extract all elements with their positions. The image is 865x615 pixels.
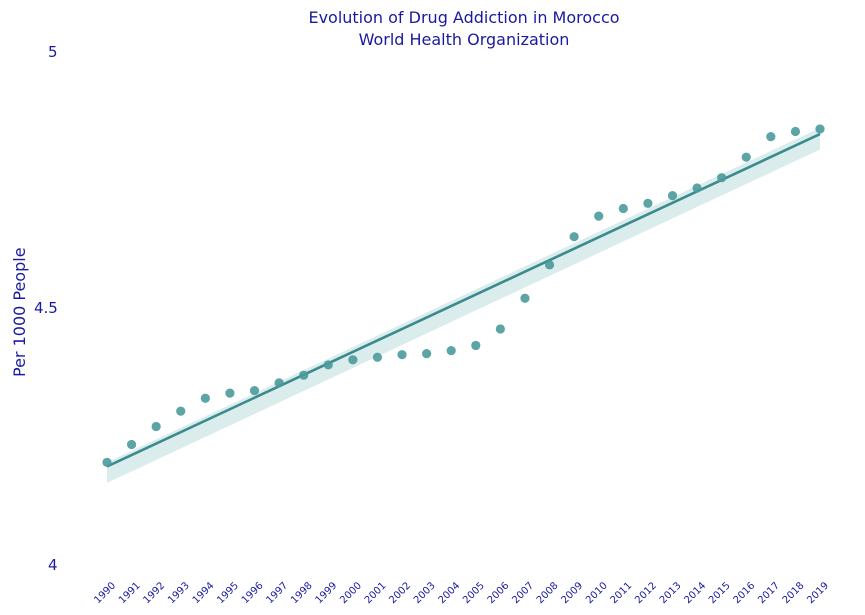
x-tick-label-2004: 2004 xyxy=(437,580,463,606)
x-tick-label-1997: 1997 xyxy=(264,580,290,606)
data-point-2004 xyxy=(446,345,456,356)
x-tick-label-2008: 2008 xyxy=(535,580,561,606)
data-point-1999 xyxy=(323,360,333,370)
chart-title: Evolution of Drug Addiction in Morocco xyxy=(308,8,620,27)
x-tick-label-2016: 2016 xyxy=(732,580,758,606)
data-point-2014 xyxy=(692,183,702,193)
x-tick-label-2003: 2003 xyxy=(412,580,438,606)
x-tick-label-2005: 2005 xyxy=(461,580,487,606)
y-tick-label-4: 4 xyxy=(48,556,58,574)
data-point-2011 xyxy=(618,203,628,214)
x-tick-label-2014: 2014 xyxy=(682,580,708,606)
x-tick-label-1994: 1994 xyxy=(191,580,217,606)
x-tick-label-2006: 2006 xyxy=(486,580,512,606)
x-tick-label-2001: 2001 xyxy=(363,580,389,606)
confidence-band xyxy=(107,127,820,483)
x-tick-label-1992: 1992 xyxy=(142,580,168,606)
data-point-2009 xyxy=(569,232,579,242)
data-point-2019 xyxy=(815,124,825,134)
x-tick-label-1998: 1998 xyxy=(289,580,315,606)
y-tick-label-4.5: 4.5 xyxy=(34,299,58,317)
x-tick-label-2018: 2018 xyxy=(781,580,807,606)
x-tick-label-2017: 2017 xyxy=(756,580,782,606)
data-point-1995 xyxy=(225,388,235,398)
chart-subtitle: World Health Organization xyxy=(358,30,570,49)
data-point-2018 xyxy=(790,126,801,137)
data-point-2007 xyxy=(520,293,530,303)
data-point-2010 xyxy=(594,211,604,221)
x-tick-label-2002: 2002 xyxy=(387,580,413,606)
x-tick-label-2013: 2013 xyxy=(658,580,684,606)
x-tick-label-2011: 2011 xyxy=(609,580,635,606)
x-tick-label-2015: 2015 xyxy=(707,580,733,606)
x-tick-label-2000: 2000 xyxy=(338,580,364,606)
data-point-1992 xyxy=(151,421,161,432)
x-tick-label-1996: 1996 xyxy=(240,580,266,606)
data-point-2012 xyxy=(643,198,653,208)
data-point-1998 xyxy=(299,370,309,380)
data-point-1994 xyxy=(200,393,210,403)
x-tick-label-2019: 2019 xyxy=(805,580,831,606)
data-point-1993 xyxy=(176,406,186,416)
y-tick-label-5: 5 xyxy=(48,43,58,61)
data-point-2006 xyxy=(495,324,505,334)
data-point-1991 xyxy=(126,439,137,450)
data-point-2013 xyxy=(667,191,678,201)
data-point-2005 xyxy=(471,340,481,351)
data-point-1997 xyxy=(274,378,284,388)
data-point-2001 xyxy=(372,352,383,362)
x-tick-label-1990: 1990 xyxy=(92,580,118,606)
x-tick-label-1991: 1991 xyxy=(117,580,143,606)
x-tick-label-2010: 2010 xyxy=(584,580,610,606)
data-point-2015 xyxy=(717,173,727,183)
data-point-2002 xyxy=(397,350,407,360)
trend-line xyxy=(106,132,821,468)
x-tick-label-2012: 2012 xyxy=(633,580,659,606)
data-point-1996 xyxy=(249,385,260,396)
data-point-2000 xyxy=(348,355,358,365)
x-tick-label-1993: 1993 xyxy=(166,580,192,606)
data-point-2008 xyxy=(544,260,555,270)
x-tick-label-2009: 2009 xyxy=(559,580,585,606)
x-tick-label-1999: 1999 xyxy=(314,580,340,606)
data-point-2017 xyxy=(766,132,776,142)
data-point-2003 xyxy=(422,349,432,359)
data-point-2016 xyxy=(741,152,751,162)
x-tick-label-1995: 1995 xyxy=(215,580,241,606)
data-point-1990 xyxy=(102,457,112,467)
x-tick-label-2007: 2007 xyxy=(510,580,536,606)
